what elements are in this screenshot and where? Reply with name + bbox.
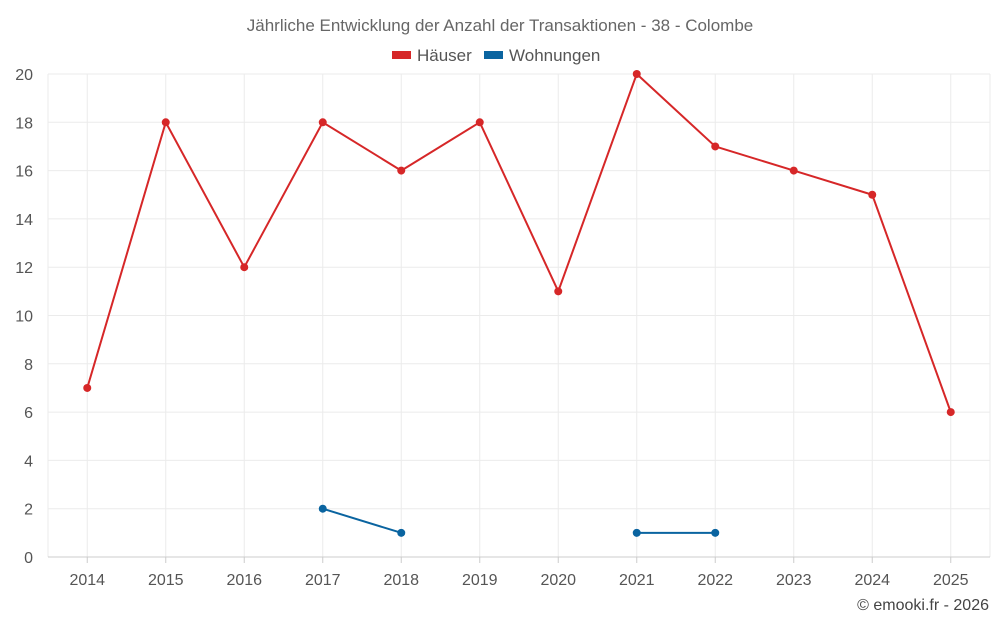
y-tick-label: 12 [15, 260, 33, 277]
legend-label-wohnungen[interactable]: Wohnungen [509, 46, 600, 65]
x-tick-label: 2022 [697, 572, 733, 589]
x-tick-label: 2025 [933, 572, 969, 589]
axis-layer: 0 2 4 6 8 10 12 14 16 18 20 2014 2015 2016 2017 2018 201… [15, 67, 991, 589]
series-line-wohnungen [321, 507, 403, 534]
data-point-wohnungen[interactable] [397, 528, 406, 537]
grid-layer [48, 73, 990, 557]
y-tick-label: 6 [24, 405, 33, 422]
y-tick-label: 4 [24, 453, 33, 470]
y-tick-label: 2 [24, 502, 33, 519]
data-point-haeuser[interactable] [318, 118, 327, 127]
y-tick-label: 0 [24, 550, 33, 567]
data-point-haeuser[interactable] [554, 287, 563, 296]
chart-title: Jährliche Entwicklung der Anzahl der Tra… [247, 16, 754, 35]
data-point-haeuser[interactable] [789, 166, 798, 175]
data-point-haeuser[interactable] [711, 142, 720, 151]
legend-swatch-wohnungen[interactable] [484, 51, 503, 59]
series-haeuser [83, 70, 955, 417]
x-tick-label: 2024 [854, 572, 890, 589]
legend-label-haeuser[interactable]: Häuser [417, 46, 472, 65]
credit-text: © emooki.fr - 2026 [857, 597, 989, 614]
data-point-haeuser[interactable] [240, 263, 249, 272]
data-point-haeuser[interactable] [868, 190, 877, 199]
series-line-haeuser [86, 73, 952, 414]
data-point-haeuser[interactable] [632, 70, 641, 78]
data-point-wohnungen[interactable] [318, 504, 327, 513]
data-point-haeuser[interactable] [83, 383, 92, 392]
data-point-haeuser[interactable] [161, 118, 170, 127]
x-tick-label: 2018 [383, 572, 419, 589]
x-tick-label: 2015 [148, 572, 184, 589]
x-tick-label: 2023 [776, 572, 812, 589]
x-tick-label: 2021 [619, 572, 655, 589]
x-tick-label: 2019 [462, 572, 498, 589]
data-point-haeuser[interactable] [475, 118, 484, 127]
legend-swatch-haeuser[interactable] [392, 51, 411, 59]
y-tick-label: 20 [15, 67, 33, 84]
x-tick-label: 2016 [226, 572, 262, 589]
x-tick-label: 2014 [69, 572, 105, 589]
data-point-wohnungen[interactable] [711, 528, 720, 537]
series-layer [83, 70, 955, 537]
data-point-wohnungen[interactable] [632, 528, 641, 537]
legend: Häuser Wohnungen [392, 46, 600, 65]
series-wohnungen [318, 504, 720, 537]
data-point-haeuser[interactable] [946, 408, 955, 417]
y-tick-label: 18 [15, 115, 33, 132]
y-tick-label: 16 [15, 164, 33, 181]
y-tick-label: 10 [15, 309, 33, 326]
y-tick-label: 14 [15, 212, 33, 229]
data-point-haeuser[interactable] [397, 166, 406, 175]
x-tick-label: 2020 [540, 572, 576, 589]
x-tick-label: 2017 [305, 572, 341, 589]
y-tick-label: 8 [24, 357, 33, 374]
